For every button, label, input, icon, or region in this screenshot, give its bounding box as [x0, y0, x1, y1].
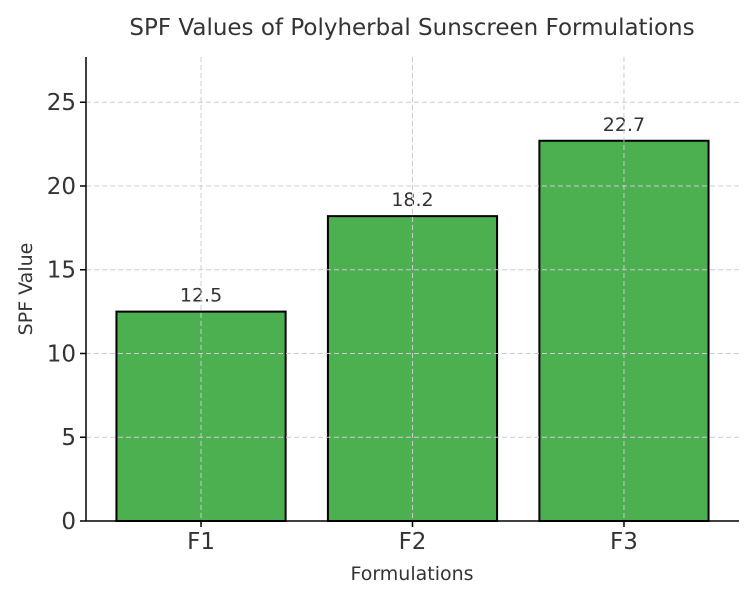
grid-layer [86, 57, 739, 521]
axes-layer: 0 5 10 15 20 25 F1 F2 F3 [47, 57, 739, 555]
x-tick-label-F1: F1 [187, 529, 215, 555]
data-label-F2: 18.2 [391, 189, 433, 211]
x-axis-label: Formulations [350, 563, 473, 585]
x-tick-label-F3: F3 [610, 529, 638, 555]
y-axis-label: SPF Value [15, 243, 37, 336]
y-tick-label: 5 [61, 425, 76, 451]
x-tick-label-F2: F2 [399, 529, 427, 555]
y-tick-label: 15 [47, 258, 76, 284]
y-tick-label: 25 [47, 90, 76, 116]
y-tick-label: 10 [47, 341, 76, 367]
y-tick-label: 0 [61, 509, 76, 535]
y-tick-label: 20 [47, 174, 76, 200]
chart-title: SPF Values of Polyherbal Sunscreen Formu… [129, 15, 694, 41]
data-label-F1: 12.5 [180, 285, 222, 307]
